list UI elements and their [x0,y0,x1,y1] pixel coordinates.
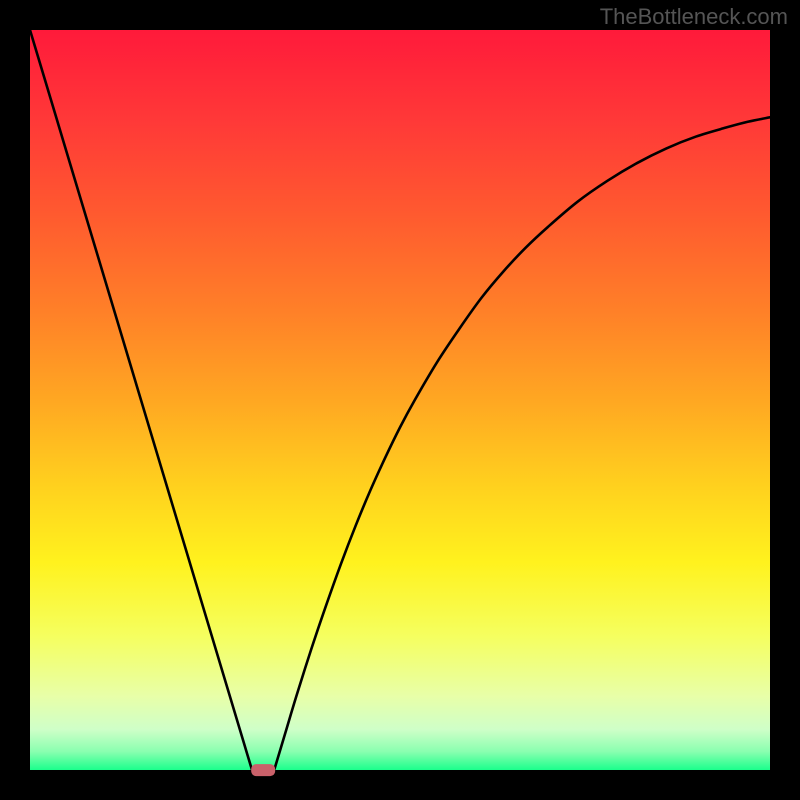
vertex-marker [251,764,275,776]
watermark-text: TheBottleneck.com [600,4,788,30]
plot-svg [30,30,770,770]
plot-area [30,30,770,770]
chart-frame: TheBottleneck.com [0,0,800,800]
